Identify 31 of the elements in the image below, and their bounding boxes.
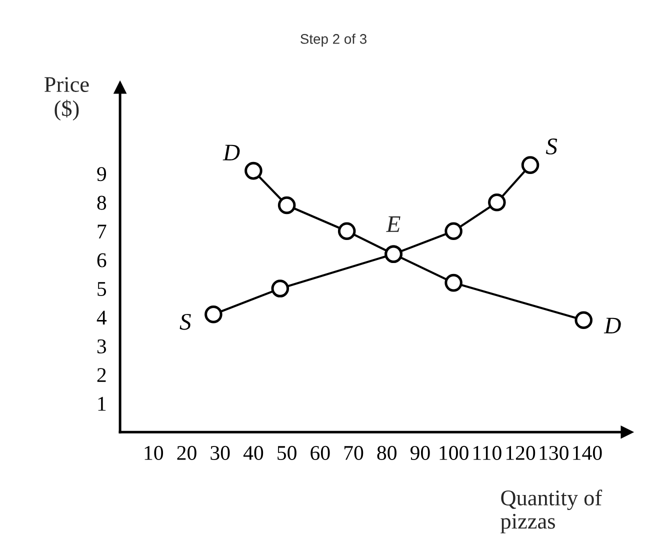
x-tick-label: 130	[540, 446, 568, 460]
text: S	[180, 314, 191, 330]
x-tick-label: 90	[410, 446, 430, 460]
x-tick-label: 50	[278, 446, 296, 460]
y-tick-label: 6	[97, 253, 106, 268]
y-tick-label: 5	[98, 282, 106, 296]
y-tick-label: 2	[97, 368, 106, 382]
x-tick-label: 100	[440, 446, 468, 460]
y-tick-label: 7	[98, 224, 106, 238]
x-tick-label: 140	[573, 446, 602, 460]
y-tick-label: 8	[97, 196, 106, 210]
x-tick-label: 10	[144, 446, 164, 460]
y-tick-label: 3	[97, 339, 106, 354]
y-axis-title: Price ($)	[44, 77, 89, 121]
y-tick-label: 4	[96, 310, 107, 324]
text: Step 2 of 3	[300, 34, 366, 47]
x-tick-label: 80	[377, 446, 396, 460]
x-axis-title: Quantity of pizzas	[500, 490, 602, 534]
x-tick-label: 110	[474, 446, 502, 460]
x-tick-label: 60	[310, 446, 330, 460]
annotation: E	[386, 216, 400, 232]
text: D	[604, 318, 621, 334]
x-tick-label: 120	[506, 446, 536, 460]
series-label: S	[546, 138, 558, 154]
series-label: D	[222, 144, 240, 160]
y-tick-label: 9	[97, 167, 106, 182]
y-tick-label: 1	[98, 396, 106, 411]
x-tick-label: 20	[177, 446, 196, 460]
x-tick-label: 30	[210, 446, 230, 460]
x-tick-label: 40	[243, 446, 264, 460]
x-tick-label: 70	[344, 446, 364, 460]
